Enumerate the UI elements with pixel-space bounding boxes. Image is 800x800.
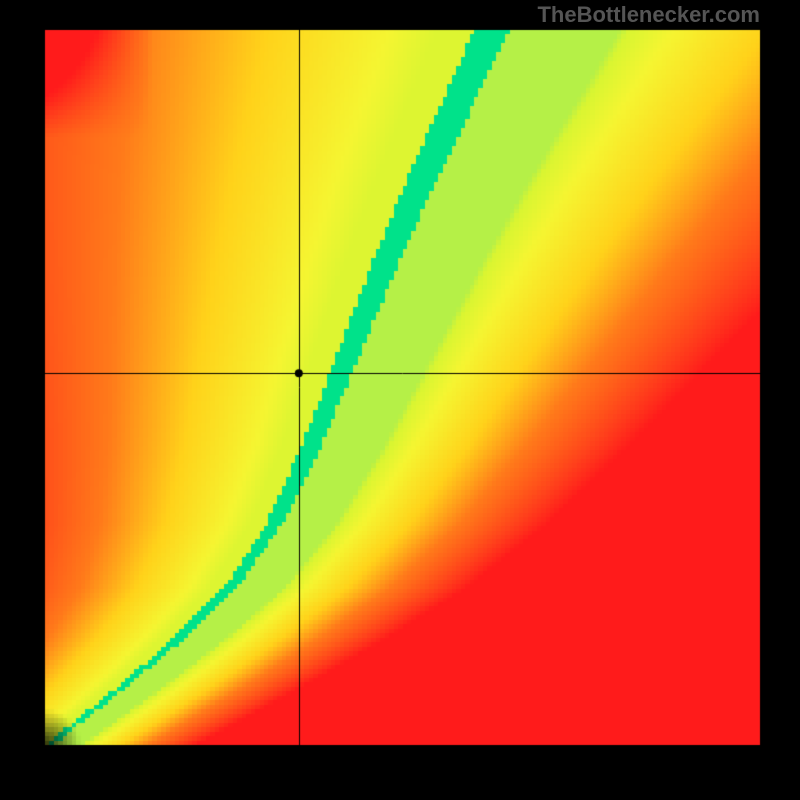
heatmap-canvas bbox=[0, 0, 800, 800]
chart-stage: TheBottlenecker.com bbox=[0, 0, 800, 800]
watermark-text: TheBottlenecker.com bbox=[537, 2, 760, 28]
